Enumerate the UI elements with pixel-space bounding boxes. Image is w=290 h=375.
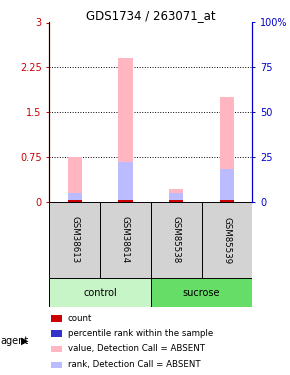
Bar <box>118 58 133 202</box>
Bar <box>202 202 252 279</box>
Bar <box>118 200 133 202</box>
Text: GSM85538: GSM85538 <box>172 216 181 264</box>
Text: agent: agent <box>1 336 29 345</box>
Text: percentile rank within the sample: percentile rank within the sample <box>68 329 213 338</box>
Text: GSM38614: GSM38614 <box>121 216 130 264</box>
Bar <box>169 193 183 202</box>
Bar <box>151 279 252 307</box>
Bar <box>100 202 151 279</box>
Bar <box>68 200 82 202</box>
Text: ▶: ▶ <box>21 336 28 345</box>
Bar <box>49 202 100 279</box>
Text: value, Detection Call = ABSENT: value, Detection Call = ABSENT <box>68 344 204 353</box>
Bar <box>151 202 202 279</box>
Bar <box>49 279 151 307</box>
Bar <box>51 362 63 368</box>
Bar <box>220 200 234 202</box>
Bar <box>68 157 82 202</box>
Bar <box>220 170 234 202</box>
Bar <box>51 330 63 336</box>
Text: GSM38613: GSM38613 <box>70 216 79 264</box>
Bar <box>169 189 183 202</box>
Text: sucrose: sucrose <box>183 288 220 298</box>
Text: control: control <box>83 288 117 298</box>
Bar <box>51 345 63 352</box>
Text: rank, Detection Call = ABSENT: rank, Detection Call = ABSENT <box>68 360 200 369</box>
Text: GSM85539: GSM85539 <box>222 216 231 264</box>
Bar <box>118 162 133 202</box>
Bar <box>51 315 63 322</box>
Text: count: count <box>68 314 92 323</box>
Title: GDS1734 / 263071_at: GDS1734 / 263071_at <box>86 9 215 22</box>
Bar <box>220 97 234 202</box>
Bar <box>169 200 183 202</box>
Bar <box>68 193 82 202</box>
